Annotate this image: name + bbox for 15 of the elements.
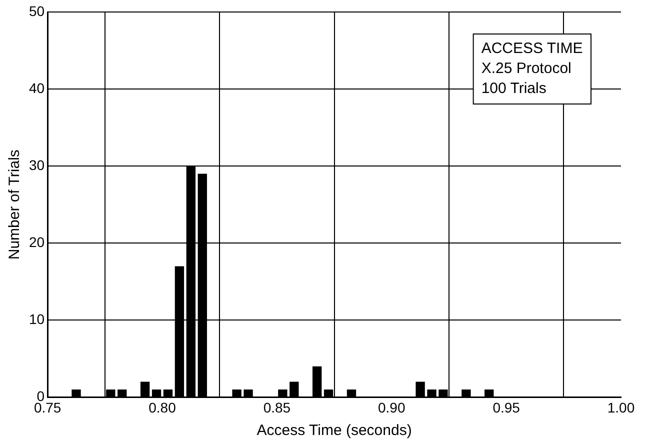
y-axis-title: Number of Trials	[6, 150, 24, 260]
y-tick-label: 50	[28, 2, 45, 19]
y-tick-label: 30	[28, 156, 45, 173]
x-tick-label: 0.85	[263, 399, 291, 416]
annotation: 100 Trials	[481, 80, 546, 98]
annotation: ACCESS TIME	[481, 40, 583, 58]
x-tick-label: 1.00	[607, 399, 635, 416]
y-tick-label: 40	[28, 80, 45, 96]
x-tick-label: 0.90	[378, 399, 406, 416]
x-axis-title: Access Time (seconds)	[256, 422, 412, 440]
annotation: X.25 Protocol	[481, 60, 572, 78]
y-tick-label: 20	[28, 234, 45, 250]
y-tick-label: 10	[28, 311, 45, 328]
x-tick-label: 0.80	[148, 399, 176, 416]
x-tick-label: 0.95	[492, 399, 520, 416]
